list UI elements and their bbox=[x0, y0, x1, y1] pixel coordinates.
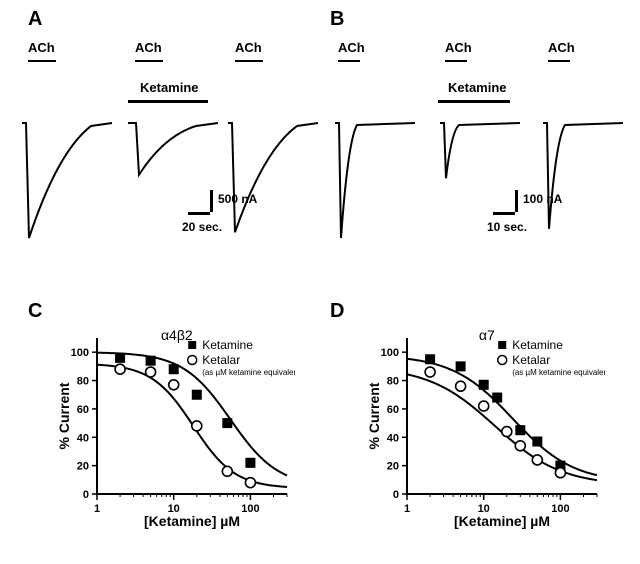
current-trace bbox=[228, 115, 318, 245]
svg-text:α7: α7 bbox=[479, 327, 495, 343]
svg-text:40: 40 bbox=[77, 432, 89, 444]
ach-application-bar bbox=[28, 60, 56, 62]
ketamine-application-bar bbox=[438, 100, 510, 103]
panel-a-label: A bbox=[28, 8, 42, 31]
svg-text:(as µM ketamine equivalents): (as µM ketamine equivalents) bbox=[202, 368, 295, 377]
scale-bar-horizontal bbox=[493, 212, 515, 215]
svg-text:80: 80 bbox=[387, 376, 399, 388]
ach-label: ACh bbox=[548, 40, 575, 55]
svg-text:Ketalar: Ketalar bbox=[512, 353, 550, 367]
svg-text:100: 100 bbox=[241, 503, 259, 515]
svg-text:20: 20 bbox=[77, 461, 89, 473]
scale-bar-vertical bbox=[210, 190, 213, 212]
svg-text:Ketamine: Ketamine bbox=[512, 338, 563, 352]
ach-label: ACh bbox=[235, 40, 262, 55]
ach-label: ACh bbox=[445, 40, 472, 55]
svg-text:Ketamine: Ketamine bbox=[202, 338, 253, 352]
svg-text:[Ketamine] µM: [Ketamine] µM bbox=[454, 513, 550, 529]
ketamine-application-bar bbox=[128, 100, 208, 103]
svg-text:100: 100 bbox=[71, 347, 89, 359]
chart-d: 020406080100110100% Current[Ketamine] µM… bbox=[365, 320, 605, 530]
svg-text:80: 80 bbox=[77, 376, 89, 388]
current-trace bbox=[543, 115, 623, 245]
panel-c-label: C bbox=[28, 300, 42, 323]
chart-c: 020406080100110100% Current[Ketamine] µM… bbox=[55, 320, 295, 530]
svg-text:40: 40 bbox=[387, 432, 399, 444]
svg-text:100: 100 bbox=[381, 347, 399, 359]
ach-application-bar bbox=[338, 60, 360, 62]
ach-label: ACh bbox=[338, 40, 365, 55]
svg-text:[Ketamine] µM: [Ketamine] µM bbox=[144, 513, 240, 529]
svg-text:60: 60 bbox=[77, 404, 89, 416]
svg-text:(as µM ketamine equivalents): (as µM ketamine equivalents) bbox=[512, 368, 605, 377]
svg-text:Ketalar: Ketalar bbox=[202, 353, 240, 367]
ach-label: ACh bbox=[135, 40, 162, 55]
ach-application-bar bbox=[548, 60, 570, 62]
ketamine-label: Ketamine bbox=[448, 80, 507, 95]
ach-application-bar bbox=[135, 60, 163, 62]
scale-bar-vertical bbox=[515, 190, 518, 212]
svg-text:1: 1 bbox=[404, 503, 410, 515]
svg-text:% Current: % Current bbox=[56, 382, 72, 449]
svg-text:0: 0 bbox=[393, 489, 399, 501]
ach-label: ACh bbox=[28, 40, 55, 55]
panel-d-label: D bbox=[330, 300, 344, 323]
scale-label-vertical: 500 nA bbox=[218, 192, 257, 206]
svg-text:α4β2: α4β2 bbox=[161, 327, 193, 343]
svg-text:1: 1 bbox=[94, 503, 100, 515]
current-trace bbox=[22, 115, 112, 245]
svg-text:60: 60 bbox=[387, 404, 399, 416]
svg-text:0: 0 bbox=[83, 489, 89, 501]
scale-label-vertical: 100 nA bbox=[523, 192, 562, 206]
svg-text:% Current: % Current bbox=[366, 382, 382, 449]
svg-text:20: 20 bbox=[387, 461, 399, 473]
scale-label-horizontal: 20 sec. bbox=[182, 220, 222, 234]
scale-bar-horizontal bbox=[188, 212, 210, 215]
svg-text:100: 100 bbox=[551, 503, 569, 515]
ketamine-label: Ketamine bbox=[140, 80, 199, 95]
ach-application-bar bbox=[445, 60, 467, 62]
current-trace bbox=[335, 115, 415, 245]
scale-label-horizontal: 10 sec. bbox=[487, 220, 527, 234]
ach-application-bar bbox=[235, 60, 263, 62]
panel-b-label: B bbox=[330, 8, 344, 31]
